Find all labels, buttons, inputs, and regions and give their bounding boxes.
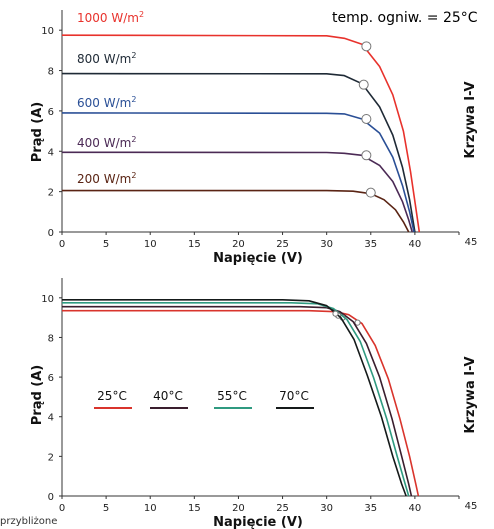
y-tick-label: 8 xyxy=(48,67,54,78)
y-tick-label: 6 xyxy=(48,373,54,384)
x-tick-label: 45 xyxy=(465,501,478,512)
x-tick-label: 0 xyxy=(59,239,65,250)
y-tick-label: 2 xyxy=(48,452,54,463)
x-tick-label: 15 xyxy=(188,239,201,250)
series-label-4: 200 W/m2 xyxy=(77,171,136,186)
x-tick-label: 10 xyxy=(144,239,157,250)
y-axis-label: Prąd (A) xyxy=(30,102,45,163)
x-tick-label: 20 xyxy=(232,503,245,514)
mpp-point-0 xyxy=(362,42,371,51)
footer-text: przybliżone xyxy=(0,516,57,527)
legend-label-2: 55°C xyxy=(217,389,247,403)
series-label-3: 400 W/m2 xyxy=(77,135,136,150)
x-tick-label: 15 xyxy=(188,503,201,514)
y-tick-label: 10 xyxy=(41,294,54,305)
y-tick-label: 4 xyxy=(48,147,54,158)
x-tick-label: 25 xyxy=(276,503,289,514)
x-tick-label: 30 xyxy=(320,503,333,514)
x-tick-label: 45 xyxy=(465,237,478,248)
legend-label-1: 40°C xyxy=(153,389,183,403)
legend-label-0: 25°C xyxy=(97,389,127,403)
y-tick-label: 0 xyxy=(48,228,54,239)
x-axis-label: Napięcie (V) xyxy=(213,251,303,266)
series-label-2: 600 W/m2 xyxy=(77,95,136,110)
y-tick-label: 10 xyxy=(41,26,54,37)
y-tick-label: 6 xyxy=(48,107,54,118)
temperature-annotation: temp. ogniw. = 25°C xyxy=(332,10,478,26)
y-tick-label: 8 xyxy=(48,333,54,344)
mpp-point-2 xyxy=(362,114,371,123)
side-label: Krzywa I-V xyxy=(463,81,478,158)
y-tick-label: 2 xyxy=(48,188,54,199)
mpp-point-4 xyxy=(366,188,375,197)
iv-chart-irradiance: temp. ogniw. = 25°C Napięcie (V) Prąd (A… xyxy=(30,10,478,266)
series-label-1: 800 W/m2 xyxy=(77,51,136,66)
x-tick-label: 40 xyxy=(409,503,422,514)
x-tick-label: 40 xyxy=(409,239,422,250)
y-axis-label: Prąd (A) xyxy=(30,365,45,426)
x-tick-label: 5 xyxy=(103,239,109,250)
series-line-0 xyxy=(62,311,418,496)
x-tick-label: 20 xyxy=(232,239,245,250)
iv-chart-temperature: Napięcie (V) Prąd (A) Krzywa I-V 0 5 10 15 2… xyxy=(30,278,478,529)
mpp-point-1 xyxy=(359,80,368,89)
x-tick-label: 35 xyxy=(364,503,377,514)
y-tick-label: 4 xyxy=(48,413,54,424)
x-tick-label: 0 xyxy=(59,503,65,514)
y-tick-label: 0 xyxy=(48,492,54,503)
series-line-4 xyxy=(62,191,409,232)
x-tick-label: 25 xyxy=(276,239,289,250)
x-tick-label: 10 xyxy=(144,503,157,514)
x-tick-label: 5 xyxy=(103,503,109,514)
mpp-point-3 xyxy=(362,151,371,160)
mpp-point-3 xyxy=(333,311,338,316)
x-tick-label: 30 xyxy=(320,239,333,250)
side-label: Krzywa I-V xyxy=(463,356,478,433)
legend-label-3: 70°C xyxy=(279,389,309,403)
x-tick-label: 35 xyxy=(364,239,377,250)
series-label-0: 1000 W/m2 xyxy=(77,10,144,25)
x-axis-label: Napięcie (V) xyxy=(213,515,303,529)
